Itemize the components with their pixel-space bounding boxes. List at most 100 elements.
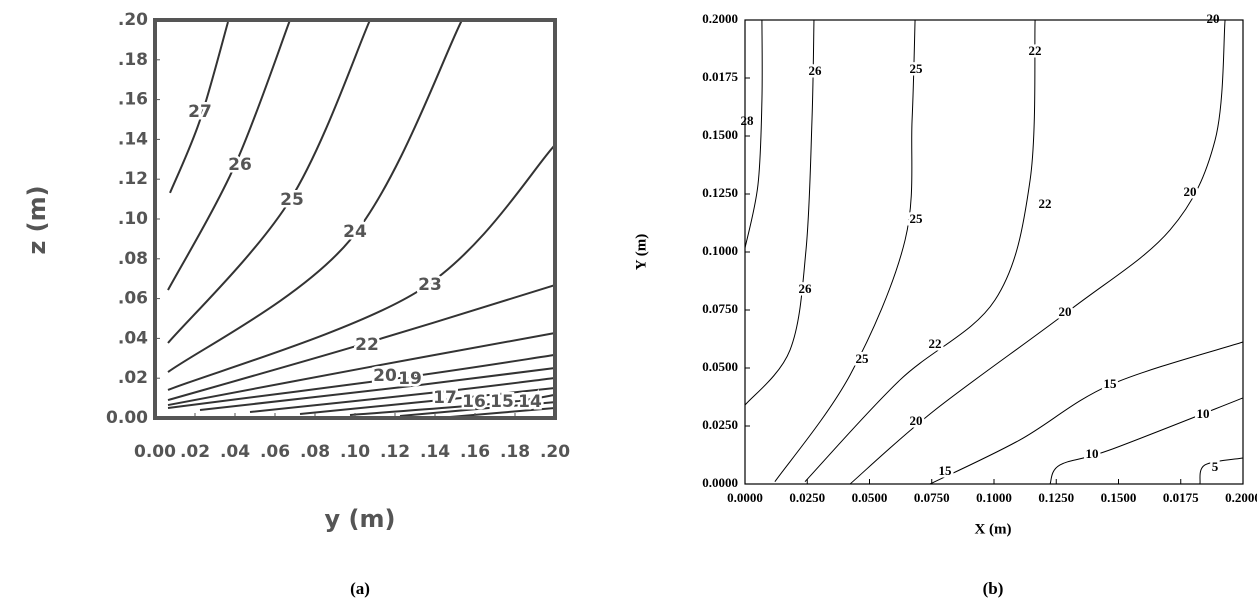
contour-line	[849, 19, 1226, 485]
y-tick-label: 0.1500	[702, 127, 738, 142]
contour-label: 22	[355, 335, 379, 355]
contour-line	[249, 377, 556, 414]
contour-line	[349, 393, 556, 417]
x-tick-label: .12	[380, 442, 410, 462]
y-tick-label: .06	[118, 289, 148, 309]
contour-line	[744, 19, 815, 406]
contour-line	[1199, 457, 1244, 485]
contour-label: 25	[910, 61, 924, 76]
y-tick-label: 0.1250	[702, 185, 738, 200]
contour-label: 22	[929, 336, 942, 351]
y-tick-label: 0.00	[106, 408, 148, 428]
y-axis-label: z (m)	[23, 185, 51, 254]
x-tick-label: .08	[300, 442, 330, 462]
contour-line	[299, 386, 556, 416]
contour-line	[1049, 397, 1244, 485]
contour-label: 5	[1212, 459, 1219, 474]
panel-b: 28 26 26 25 25 25 22 22 22 20 20 20 20 15 15 10 10 5 0.000…	[633, 8, 1257, 537]
contour-label: 17	[433, 388, 457, 408]
contour-label: 26	[228, 155, 252, 175]
contour-label: 27	[188, 102, 212, 122]
contour-label: 20	[1207, 11, 1220, 26]
contour-label: 20	[910, 413, 923, 428]
x-tick-label: .04	[220, 442, 250, 462]
y-tick-label: 0.2000	[702, 11, 738, 26]
y-tick-label: .14	[118, 129, 148, 149]
y-tick-label: 0.0500	[702, 359, 738, 374]
contour-label: 22	[1039, 196, 1052, 211]
contour-label: 14	[518, 392, 542, 412]
x-tick-label: 0.0000	[727, 490, 763, 505]
x-tick-label: .18	[500, 442, 530, 462]
contour-label: 22	[1029, 43, 1042, 58]
x-axis-label: y (m)	[325, 505, 396, 533]
x-tick-label: 0.0750	[914, 490, 950, 505]
contour-label: 25	[280, 190, 304, 210]
x-tick-label: 0.1000	[976, 490, 1012, 505]
contour-line	[744, 19, 763, 249]
contour-label: 10	[1086, 446, 1099, 461]
x-tick-label: .02	[180, 442, 210, 462]
contour-label: 23	[418, 275, 442, 295]
y-tick-label: .16	[118, 90, 148, 110]
contour-label: 25	[856, 351, 870, 366]
y-tick-label: 0.1000	[702, 243, 738, 258]
x-tick-label: .10	[340, 442, 370, 462]
contour-label: 28	[741, 113, 755, 128]
x-tick-label: 0.1500	[1101, 490, 1137, 505]
contour-label: 26	[809, 63, 823, 78]
contour-label: 19	[398, 369, 422, 389]
x-axis-label: X (m)	[974, 521, 1011, 537]
panel-caption: (a)	[350, 579, 370, 598]
y-tick-label: 0.0175	[702, 69, 738, 84]
contour-label: 16	[462, 392, 486, 412]
y-tick-label: 0.0000	[702, 475, 738, 490]
contour-line	[774, 19, 916, 482]
contour-line	[399, 401, 556, 418]
contour-label: 15	[939, 463, 953, 478]
plot-frame	[744, 19, 1244, 485]
x-tick-label: 0.1250	[1038, 490, 1074, 505]
contour-line	[929, 341, 1244, 485]
y-tick-label: 0.0750	[702, 301, 738, 316]
contour-label: 10	[1197, 406, 1210, 421]
y-tick-label: .08	[118, 249, 148, 269]
x-tick-label: 0.0500	[852, 490, 888, 505]
contour-line	[167, 144, 556, 391]
contour-label: 20	[373, 366, 397, 386]
contour-label: 15	[490, 392, 514, 412]
contour-label: 26	[799, 281, 813, 296]
contour-line	[167, 284, 556, 402]
y-tick-label: .04	[118, 328, 148, 348]
x-tick-label: .06	[260, 442, 290, 462]
y-tick-label: .18	[118, 50, 148, 70]
contour-line	[199, 367, 556, 412]
contour-label: 24	[343, 222, 367, 242]
contour-line	[167, 19, 291, 291]
contour-line	[167, 332, 556, 407]
x-tick-label: 0.0175	[1163, 490, 1199, 505]
contour-label: 20	[1184, 184, 1197, 199]
x-tick-label: 0.2000	[1225, 490, 1257, 505]
y-axis-label: Y (m)	[633, 234, 649, 271]
y-tick-label: .12	[118, 169, 148, 189]
x-tick-label: .14	[420, 442, 450, 462]
y-tick-label: 0.0250	[702, 417, 738, 432]
x-tick-label: 0.0250	[789, 490, 825, 505]
contour-label: 20	[1059, 304, 1072, 319]
contour-line	[167, 19, 463, 373]
y-tick-label: .20	[118, 10, 148, 30]
contour-line	[804, 19, 1036, 483]
contour-line	[169, 21, 229, 194]
y-tick-label: .02	[118, 368, 148, 388]
contour-label: 15	[1104, 376, 1118, 391]
x-tick-label: .16	[460, 442, 490, 462]
contour-label: 25	[910, 211, 924, 226]
contour-line	[167, 353, 556, 410]
contour-line	[167, 19, 371, 344]
panel-caption: (b)	[983, 579, 1004, 598]
x-tick-label: 0.00	[134, 442, 176, 462]
plot-frame	[153, 18, 557, 420]
